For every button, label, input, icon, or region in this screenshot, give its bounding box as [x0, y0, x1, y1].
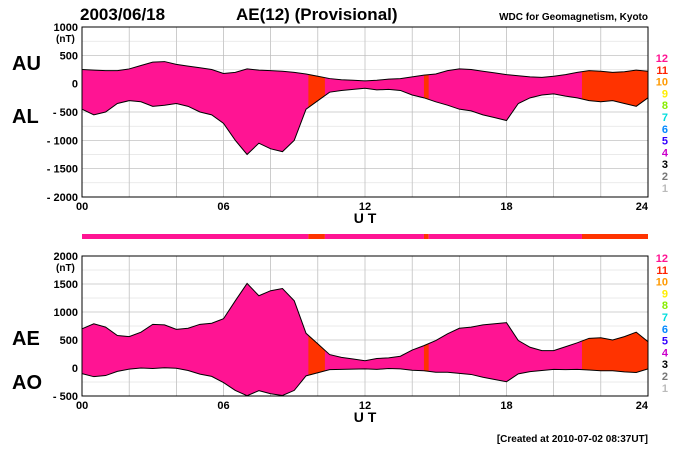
created-timestamp: [Created at 2010-07-02 08:37UT] — [497, 434, 648, 445]
station-legend-item: 10 — [656, 277, 668, 289]
x-tick-label: 06 — [217, 400, 229, 412]
station-legend-item: 6 — [662, 324, 668, 336]
x-tick-label: 12 — [359, 400, 371, 412]
y-tick-label: 2000 — [54, 251, 78, 263]
y-tick-label: - 500 — [53, 391, 78, 403]
station-bar-segment — [581, 234, 648, 239]
station-legend-item: 11 — [656, 65, 668, 77]
station-legend-item: 4 — [662, 347, 669, 359]
station-legend-item: 8 — [662, 300, 668, 312]
station-legend-item: 3 — [662, 359, 668, 371]
y-tick-label: 1500 — [54, 279, 78, 291]
series-line-ae — [81, 282, 649, 362]
x-tick-label: 18 — [500, 201, 512, 213]
y-tick-label: 500 — [60, 50, 78, 62]
series-line-al — [81, 87, 649, 156]
upper-index-label: AU — [12, 53, 41, 75]
station-legend-item: 1 — [662, 183, 668, 195]
station-legend-item: 12 — [656, 53, 668, 65]
y-tick-label: 0 — [72, 79, 78, 91]
station-legend-item: 12 — [656, 253, 668, 265]
index-title: AE(12) (Provisional) — [236, 5, 398, 24]
y-tick-label: 0 — [72, 363, 78, 375]
station-legend-item: 10 — [656, 77, 668, 89]
x-tick-label: 06 — [217, 201, 229, 213]
x-tick-label: 18 — [500, 400, 512, 412]
source-credit: WDC for Geomagnetism, Kyoto — [499, 12, 648, 23]
station-legend-item: 2 — [662, 171, 668, 183]
y-tick-label: - 1500 — [47, 164, 78, 176]
lower-index-label: AL — [12, 106, 39, 128]
station-legend-item: 5 — [662, 136, 668, 148]
station-bar-segment — [428, 234, 582, 239]
plot-frame — [81, 26, 649, 198]
station-legend-item: 2 — [662, 371, 668, 383]
station-legend-item: 7 — [662, 112, 668, 124]
y-tick-label: - 1000 — [47, 135, 78, 147]
x-axis-label: U T — [354, 409, 377, 425]
station-bar-segment — [423, 234, 429, 239]
x-tick-label: 00 — [76, 201, 88, 213]
x-tick-label: 12 — [359, 201, 371, 213]
station-bar-segment — [308, 234, 325, 239]
x-tick-label: 00 — [76, 400, 88, 412]
station-legend-item: 6 — [662, 124, 668, 136]
x-tick-label: 24 — [636, 400, 649, 412]
x-tick-label: 24 — [636, 201, 649, 213]
x-axis-label: U T — [354, 210, 377, 226]
station-legend-item: 7 — [662, 312, 668, 324]
grid — [81, 26, 649, 198]
y-tick-label: 1000 — [54, 307, 78, 319]
station-bar-segment — [324, 234, 424, 239]
station-legend-item: 1 — [662, 383, 668, 395]
upper-index-label: AE — [12, 328, 40, 350]
plot-frame — [81, 255, 649, 397]
station-legend-item: 9 — [662, 88, 668, 100]
station-legend-item: 9 — [662, 288, 668, 300]
station-bar-segment — [82, 234, 309, 239]
y-tick-label: - 500 — [53, 107, 78, 119]
unit-label: (nT) — [56, 263, 75, 274]
station-legend-item: 8 — [662, 100, 668, 112]
lower-index-label: AO — [12, 372, 42, 394]
series-line-ao — [81, 367, 649, 397]
y-tick-label: 500 — [60, 335, 78, 347]
date-title: 2003/06/18 — [80, 5, 165, 24]
station-legend-item: 4 — [662, 147, 669, 159]
series-line-au — [81, 61, 649, 82]
station-count-bar — [82, 234, 648, 239]
station-legend-item: 5 — [662, 336, 668, 348]
station-legend-item: 11 — [656, 265, 668, 277]
y-tick-label: 1000 — [54, 22, 78, 34]
y-tick-label: - 2000 — [47, 192, 78, 204]
unit-label: (nT) — [56, 34, 75, 45]
station-legend-item: 3 — [662, 159, 668, 171]
